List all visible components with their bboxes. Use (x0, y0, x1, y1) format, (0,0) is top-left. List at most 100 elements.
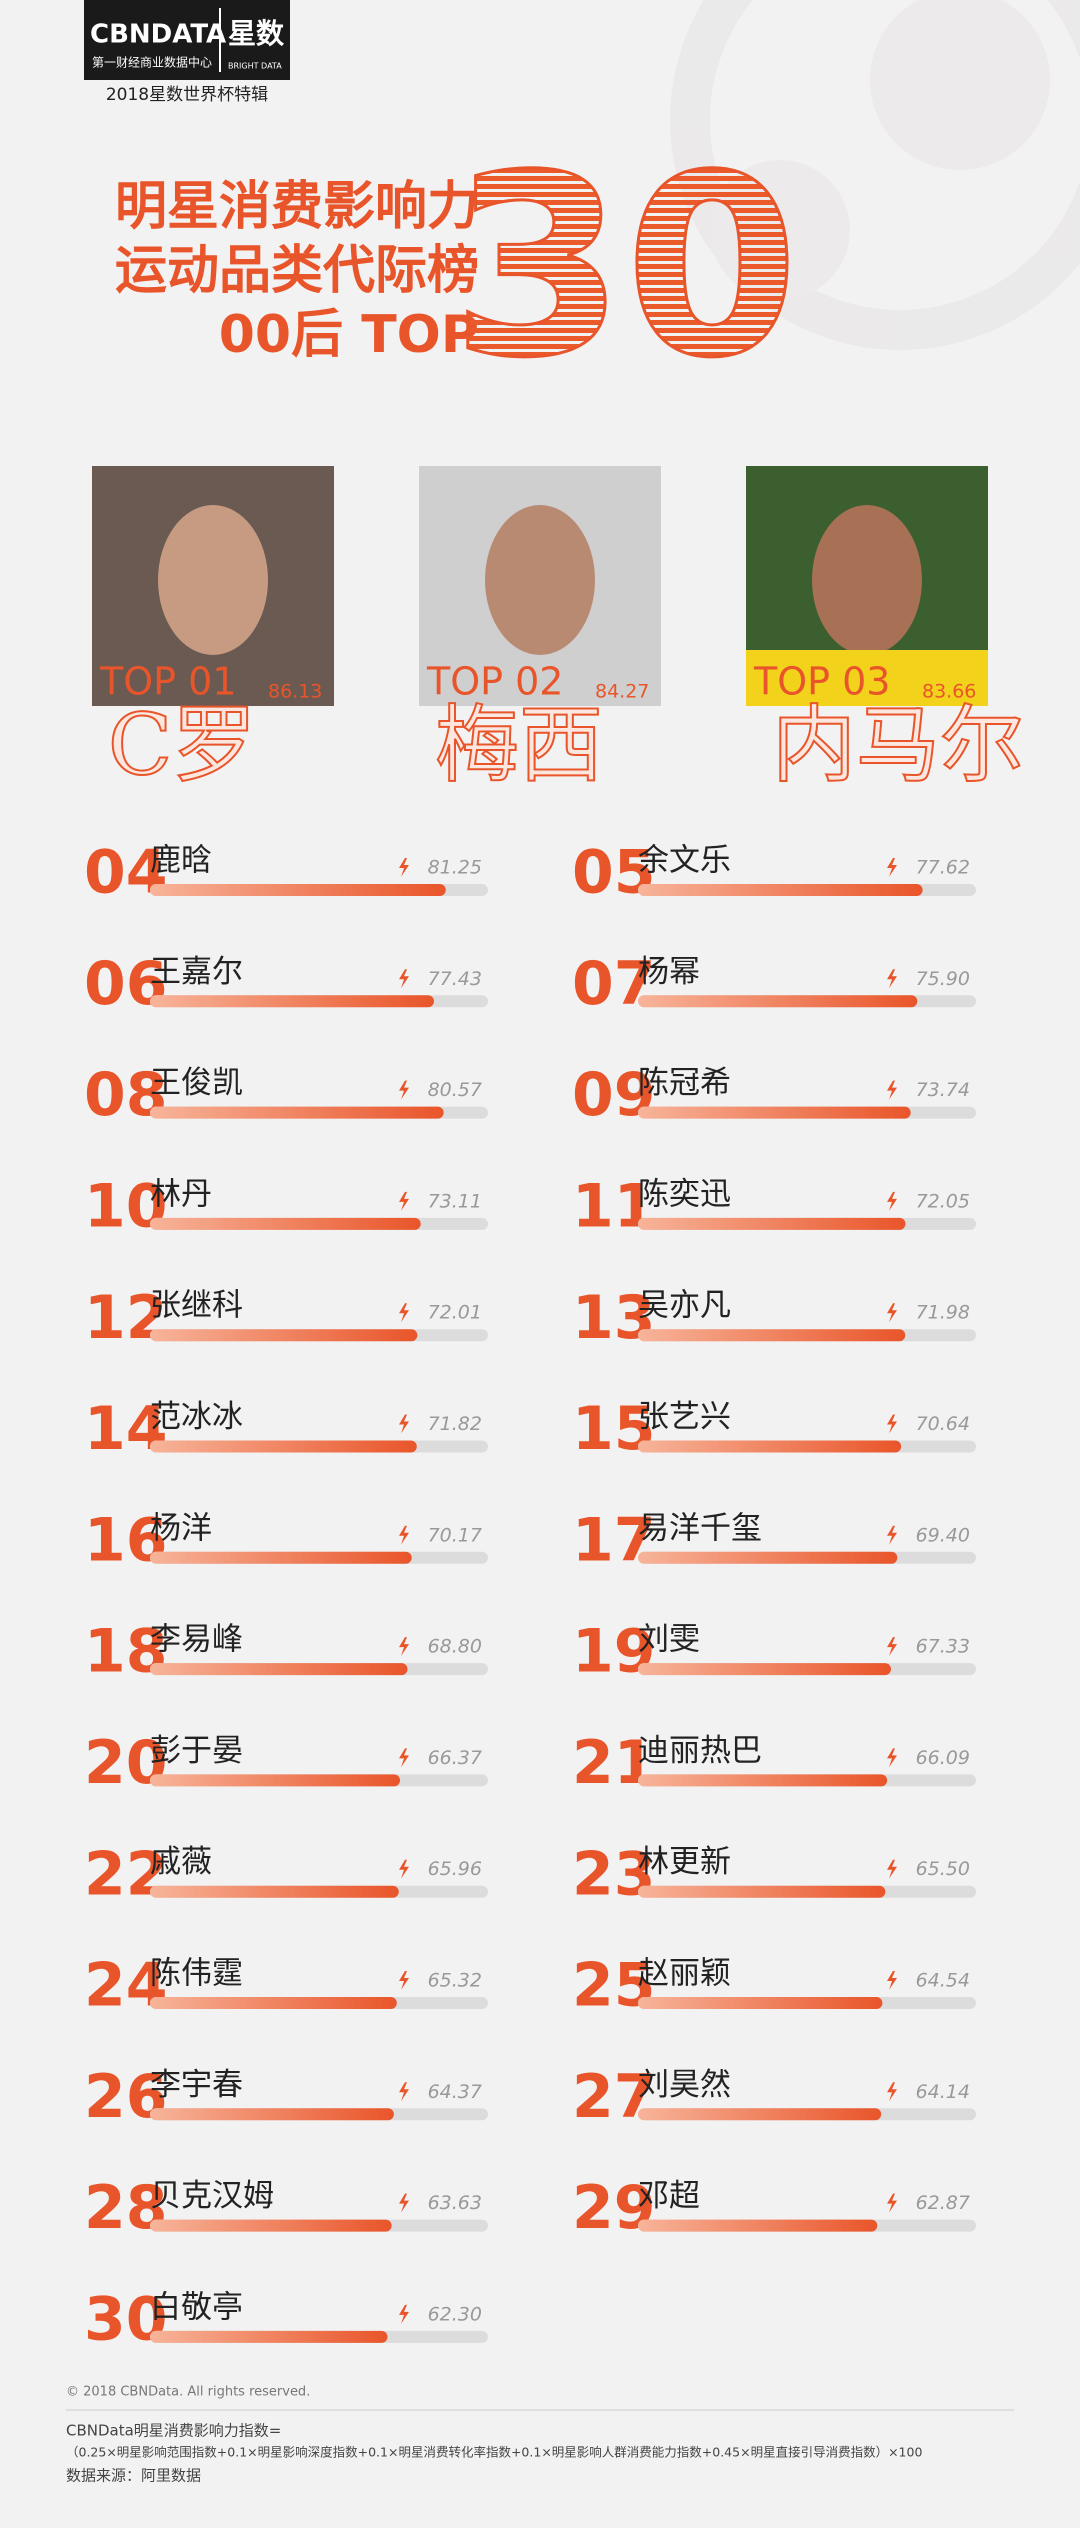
rank: 28 (84, 2173, 168, 2243)
rank: 07 (572, 949, 656, 1019)
value-label: 81.25 (428, 857, 482, 879)
bar (150, 884, 446, 896)
title-line: 明星消费影响力 (115, 177, 479, 237)
name: 邓超 (638, 2178, 700, 2214)
photo-shirt (746, 650, 988, 706)
bolt (399, 1971, 409, 1990)
bolt (399, 2304, 409, 2324)
name: 杨幂 (638, 954, 700, 990)
bolt (399, 1303, 409, 1323)
bar (638, 1106, 911, 1119)
value-label: 72.01 (428, 1302, 482, 1324)
bolt (399, 1191, 409, 1211)
top-score: 83.66 (922, 681, 976, 703)
value-label: 68.80 (428, 1636, 482, 1658)
bar (150, 1774, 401, 1787)
top-name: 内马尔 (772, 696, 1024, 794)
value-label: 62.87 (916, 2192, 970, 2214)
name: 刘雯 (638, 1622, 700, 1658)
bar (638, 1440, 902, 1453)
name: 李宇春 (150, 2067, 243, 2103)
top-score: 86.13 (268, 681, 322, 703)
value-label: 77.43 (428, 968, 482, 990)
logo-sub-en: BRIGHT DATA (228, 62, 282, 71)
formula: （0.25×明星影响范围指数+0.1×明星影响深度指数+0.1×明星消费转化率指… (66, 2445, 922, 2460)
bar (150, 1997, 397, 2009)
logo-cn: 星数 (228, 17, 285, 50)
rank: 08 (84, 1060, 168, 1130)
value-label: 73.11 (428, 1190, 482, 1212)
value-label: 64.37 (428, 2081, 482, 2103)
bar (638, 1997, 883, 2009)
bar (638, 1774, 888, 1787)
bolt (399, 858, 409, 877)
value-label: 72.05 (916, 1190, 970, 1212)
rank: 30 (84, 2284, 168, 2354)
name: 吴亦凡 (638, 1288, 731, 1324)
value-label: 80.57 (428, 1079, 482, 1101)
bolt (887, 1191, 897, 1211)
rank: 05 (572, 838, 656, 908)
name: 王嘉尔 (150, 954, 243, 990)
name: 张艺兴 (638, 1399, 731, 1435)
rank: 20 (84, 1728, 168, 1798)
rank: 12 (84, 1283, 168, 1353)
bolt (887, 2193, 897, 2213)
bar (638, 1663, 891, 1676)
bar (150, 1551, 412, 1564)
rank: 16 (84, 1505, 168, 1575)
bolt (399, 1080, 409, 1100)
logo-box (84, 0, 290, 80)
name: 林更新 (638, 1844, 731, 1880)
rank: 19 (572, 1617, 656, 1687)
rank: 25 (572, 1951, 656, 2021)
value-label: 62.30 (428, 2303, 482, 2325)
bolt (399, 2082, 409, 2102)
name: 余文乐 (638, 843, 731, 879)
bolt (887, 1859, 897, 1879)
value-label: 66.09 (916, 1747, 970, 1769)
bar (150, 995, 435, 1008)
rank: 18 (84, 1617, 168, 1687)
bar (638, 1329, 906, 1342)
rank: 17 (572, 1505, 656, 1575)
rank: 21 (572, 1728, 656, 1798)
name: 贝克汉姆 (150, 2178, 274, 2214)
name: 李易峰 (150, 1622, 243, 1658)
logo: CBNDATA (90, 20, 226, 50)
rank: 13 (572, 1283, 656, 1353)
value-label: 67.33 (916, 1636, 970, 1658)
name: 赵丽颖 (638, 1956, 731, 1992)
rank: 09 (572, 1060, 656, 1130)
bar (150, 1440, 417, 1453)
name: 彭于晏 (150, 1733, 243, 1769)
photo-face (812, 505, 922, 655)
bolt (399, 1637, 409, 1657)
name: 王俊凯 (150, 1065, 243, 1101)
name: 陈奕迅 (638, 1176, 731, 1212)
bar (150, 2219, 392, 2232)
value-label: 64.14 (916, 2081, 970, 2103)
name: 鹿晗 (150, 843, 212, 879)
name: 林丹 (150, 1176, 212, 1212)
formula: CBNData明星消费影响力指数= (66, 2422, 281, 2440)
value-label: 69.40 (916, 1524, 970, 1546)
rank: 15 (572, 1394, 656, 1464)
name: 戚薇 (150, 1844, 212, 1880)
bar (638, 2219, 878, 2232)
rank: 10 (84, 1171, 168, 1241)
rank: 23 (572, 1839, 656, 1909)
bolt (887, 1414, 897, 1434)
name: 易洋千玺 (638, 1510, 762, 1546)
name: 杨洋 (150, 1510, 212, 1546)
value-label: 70.17 (428, 1524, 482, 1546)
top-score: 84.27 (595, 681, 649, 703)
bolt (887, 1748, 897, 1768)
name: 白敬亭 (150, 2289, 243, 2325)
bolt (887, 858, 897, 877)
rank: 04 (84, 838, 168, 908)
bolt (399, 1859, 409, 1879)
name: 迪丽热巴 (638, 1733, 762, 1769)
bolt (399, 1414, 409, 1434)
